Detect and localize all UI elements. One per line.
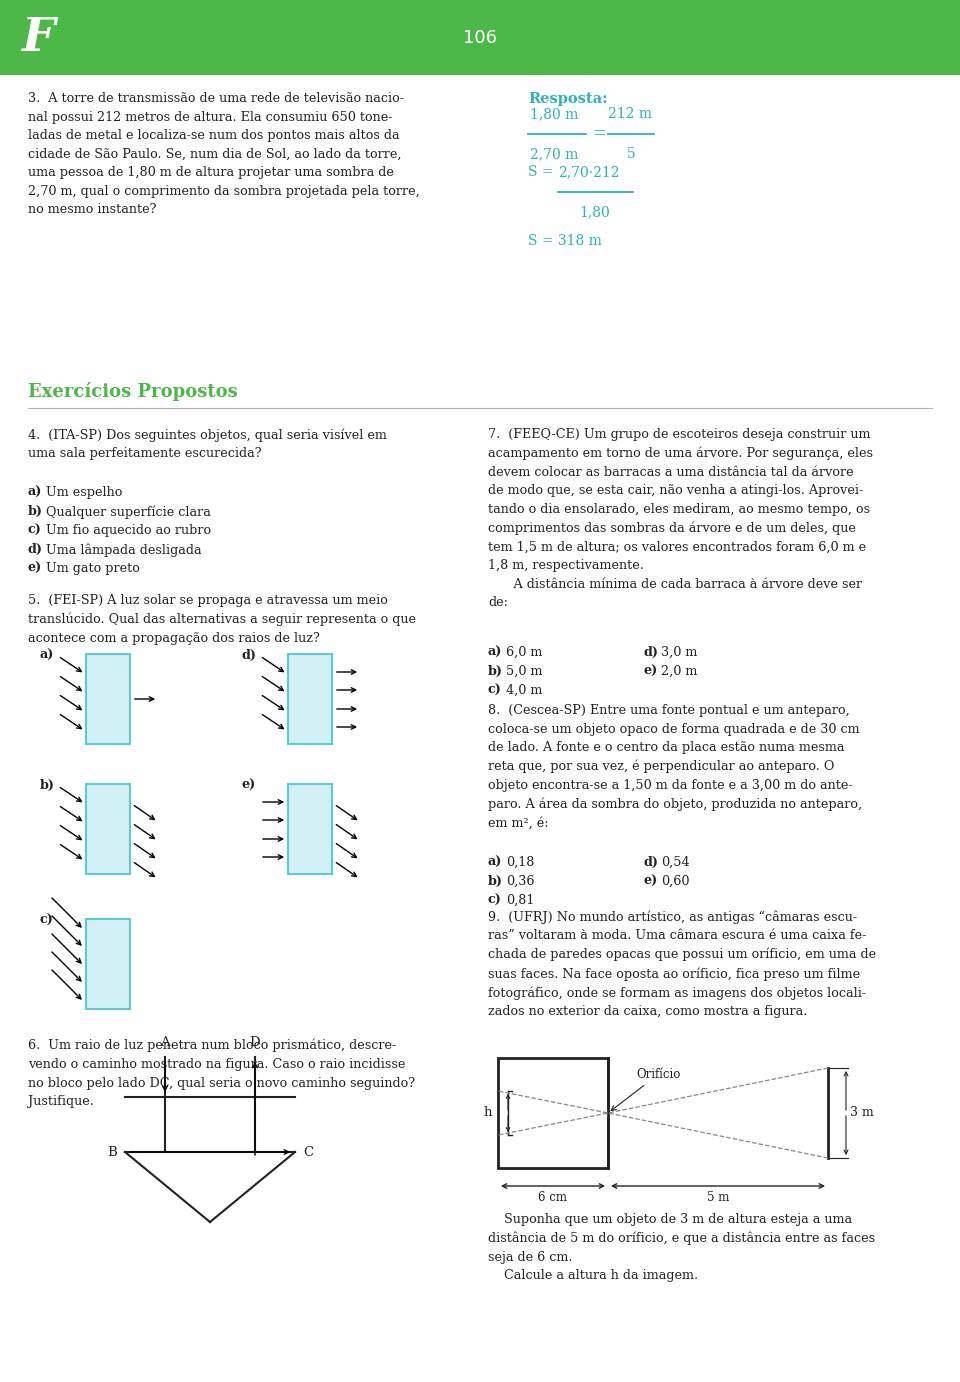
Text: e): e) <box>643 665 658 679</box>
Text: 5,0 m: 5,0 m <box>506 665 542 679</box>
Text: 1,80: 1,80 <box>580 205 611 218</box>
Text: 0,54: 0,54 <box>661 855 689 869</box>
Text: F: F <box>21 15 55 61</box>
Text: 6 cm: 6 cm <box>539 1191 567 1204</box>
Text: Resposta:: Resposta: <box>528 93 608 106</box>
Text: c): c) <box>28 524 42 538</box>
Text: B: B <box>108 1146 117 1158</box>
Text: Um espelho: Um espelho <box>46 486 122 499</box>
Text: 2,70 m: 2,70 m <box>530 146 578 160</box>
Text: Exercícios Propostos: Exercícios Propostos <box>28 381 238 401</box>
Text: c): c) <box>488 684 502 697</box>
Text: 1,80 m: 1,80 m <box>530 106 578 122</box>
Bar <box>86 784 130 873</box>
Text: Qualquer superfície clara: Qualquer superfície clara <box>46 504 211 518</box>
Text: Uma lâmpada desligada: Uma lâmpada desligada <box>46 543 202 557</box>
Text: 0,18: 0,18 <box>506 855 535 869</box>
Text: S = 318 m: S = 318 m <box>528 234 602 247</box>
Text: d): d) <box>28 543 43 556</box>
Text: 7.  (FEEQ-CE) Um grupo de escoteiros deseja construir um
acampamento em torno de: 7. (FEEQ-CE) Um grupo de escoteiros dese… <box>488 428 873 609</box>
Bar <box>86 654 130 744</box>
Text: 2,0 m: 2,0 m <box>661 665 697 679</box>
Text: c): c) <box>488 894 502 907</box>
Bar <box>86 919 130 1009</box>
Text: C: C <box>303 1146 313 1158</box>
Text: A: A <box>160 1036 170 1049</box>
Text: 212 m: 212 m <box>608 106 652 122</box>
Text: a): a) <box>488 855 502 869</box>
Text: Orifício: Orifício <box>612 1068 681 1111</box>
Bar <box>498 1059 608 1168</box>
Text: 0,81: 0,81 <box>506 894 535 907</box>
Text: a): a) <box>488 645 502 659</box>
Text: 2,70·212: 2,70·212 <box>558 164 619 180</box>
Text: c): c) <box>40 914 54 927</box>
Text: 6,0 m: 6,0 m <box>506 645 542 659</box>
Text: d): d) <box>643 645 658 659</box>
Text: 6.  Um raio de luz penetra num bloco prismático, descre-
vendo o caminho mostrad: 6. Um raio de luz penetra num bloco pris… <box>28 1039 415 1108</box>
Text: d): d) <box>643 855 658 869</box>
Text: 0,36: 0,36 <box>506 875 535 889</box>
Text: Um gato preto: Um gato preto <box>46 562 140 575</box>
Text: b): b) <box>28 504 43 518</box>
Text: b): b) <box>40 779 55 792</box>
Text: S =: S = <box>528 164 554 180</box>
Text: e): e) <box>28 562 42 575</box>
Text: Suponha que um objeto de 3 m de altura esteja a uma
distância de 5 m do oríficio: Suponha que um objeto de 3 m de altura e… <box>488 1213 876 1282</box>
Text: 0,60: 0,60 <box>661 875 689 889</box>
Text: 5 m: 5 m <box>707 1191 730 1204</box>
Bar <box>288 784 332 873</box>
Text: h: h <box>484 1107 492 1119</box>
Bar <box>288 654 332 744</box>
Text: e): e) <box>242 779 256 792</box>
Text: b): b) <box>488 875 503 889</box>
Text: 3 m: 3 m <box>850 1107 874 1119</box>
Text: e): e) <box>643 875 658 889</box>
Text: 8.  (Cescea-SP) Entre uma fonte pontual e um anteparo,
coloca-se um objeto opaco: 8. (Cescea-SP) Entre uma fonte pontual e… <box>488 703 862 829</box>
Bar <box>0 0 960 75</box>
Text: d): d) <box>242 650 257 662</box>
Text: 106: 106 <box>463 29 497 47</box>
Text: 3.  A torre de transmissão de uma rede de televisão nacio-
nal possui 212 metros: 3. A torre de transmissão de uma rede de… <box>28 93 420 216</box>
Text: Um fio aquecido ao rubro: Um fio aquecido ao rubro <box>46 524 211 538</box>
Text: a): a) <box>28 486 42 499</box>
Text: 5.  (FEI-SP) A luz solar se propaga e atravessa um meio
translúcido. Qual das al: 5. (FEI-SP) A luz solar se propaga e atr… <box>28 594 416 645</box>
Text: 5: 5 <box>627 146 636 160</box>
Text: 4.  (ITA-SP) Dos seguintes objetos, qual seria visível em
uma sala perfeitamente: 4. (ITA-SP) Dos seguintes objetos, qual … <box>28 428 387 460</box>
Text: a): a) <box>40 650 55 662</box>
Text: 3,0 m: 3,0 m <box>661 645 697 659</box>
Text: =: = <box>592 126 606 142</box>
Text: 4,0 m: 4,0 m <box>506 684 542 697</box>
Text: 9.  (UFRJ) No mundo artístico, as antigas “câmaras escu-
ras” voltaram à moda. U: 9. (UFRJ) No mundo artístico, as antigas… <box>488 909 876 1019</box>
Text: b): b) <box>488 665 503 679</box>
Text: D: D <box>250 1036 260 1049</box>
